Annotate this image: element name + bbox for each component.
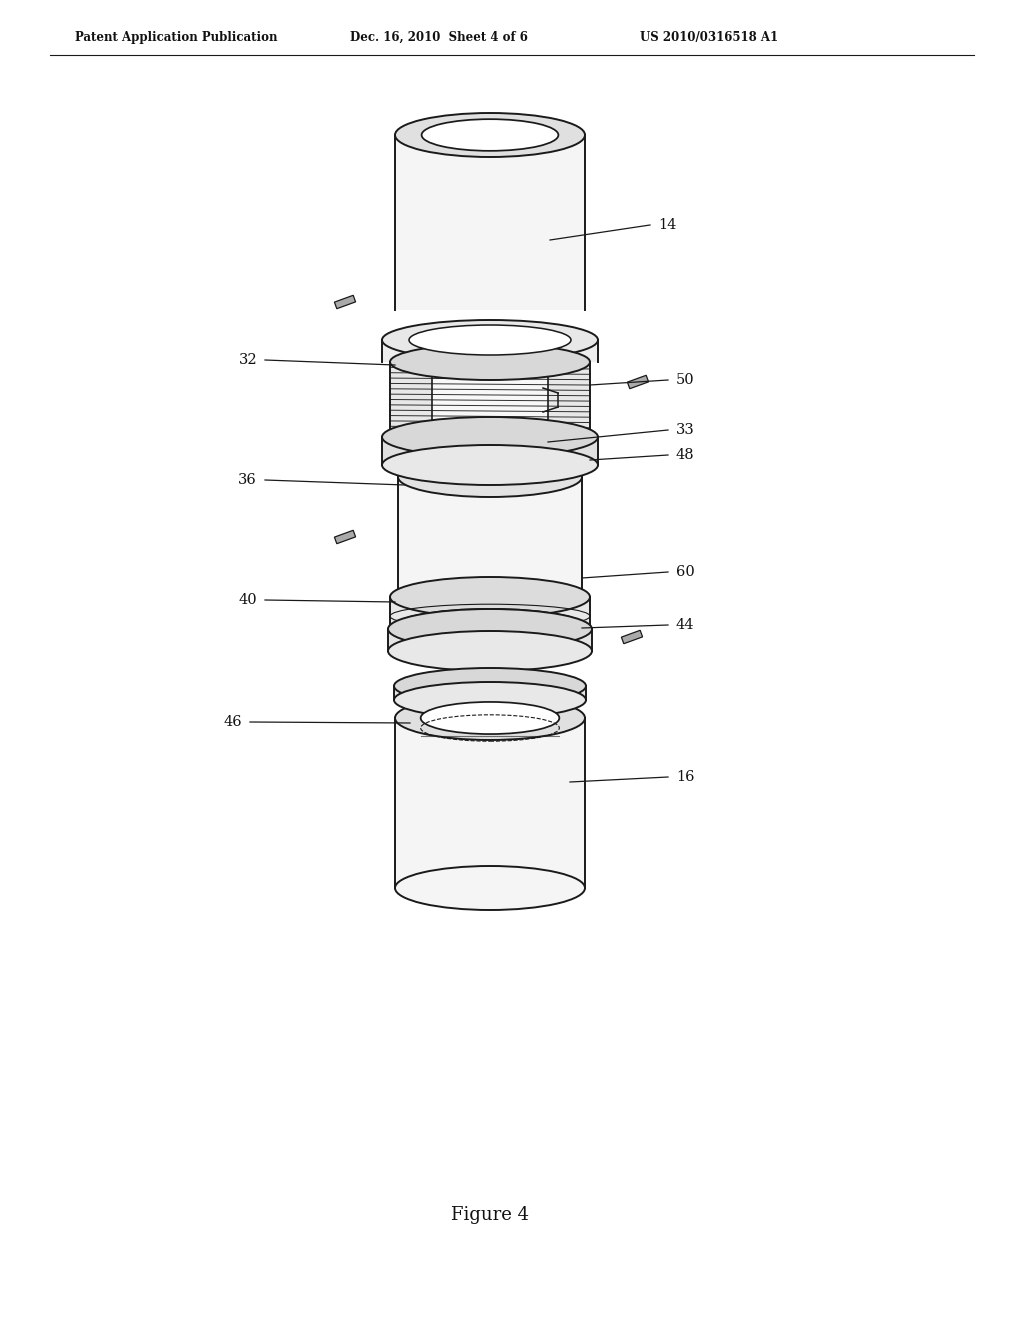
Ellipse shape <box>390 418 590 455</box>
Text: Figure 4: Figure 4 <box>451 1206 529 1224</box>
Ellipse shape <box>395 866 585 909</box>
Ellipse shape <box>390 577 590 616</box>
Text: 40: 40 <box>239 593 257 607</box>
Ellipse shape <box>382 445 598 484</box>
Ellipse shape <box>382 319 598 360</box>
Ellipse shape <box>395 114 585 157</box>
Ellipse shape <box>421 702 559 734</box>
Ellipse shape <box>388 609 592 649</box>
Text: US 2010/0316518 A1: US 2010/0316518 A1 <box>640 30 778 44</box>
Polygon shape <box>390 597 590 630</box>
Text: 32: 32 <box>239 352 257 367</box>
Polygon shape <box>622 630 643 644</box>
Polygon shape <box>398 477 582 597</box>
Text: 50: 50 <box>676 374 694 387</box>
Text: 48: 48 <box>676 447 694 462</box>
Polygon shape <box>395 135 585 310</box>
Text: 33: 33 <box>676 422 694 437</box>
Polygon shape <box>335 531 355 544</box>
Text: 36: 36 <box>239 473 257 487</box>
Polygon shape <box>388 630 592 651</box>
Text: 60: 60 <box>676 565 694 579</box>
Polygon shape <box>628 375 648 388</box>
Ellipse shape <box>422 119 558 150</box>
Text: Dec. 16, 2010  Sheet 4 of 6: Dec. 16, 2010 Sheet 4 of 6 <box>350 30 528 44</box>
Ellipse shape <box>394 668 586 704</box>
Ellipse shape <box>390 345 590 380</box>
Polygon shape <box>432 370 548 430</box>
Ellipse shape <box>382 417 598 457</box>
Polygon shape <box>390 362 590 437</box>
Polygon shape <box>395 718 585 888</box>
Ellipse shape <box>395 696 585 741</box>
Polygon shape <box>394 686 586 700</box>
Polygon shape <box>382 437 598 465</box>
Ellipse shape <box>394 682 586 718</box>
Text: 16: 16 <box>676 770 694 784</box>
Ellipse shape <box>398 457 582 498</box>
Ellipse shape <box>390 609 590 649</box>
Text: 14: 14 <box>658 218 677 232</box>
Ellipse shape <box>409 325 571 355</box>
Text: Patent Application Publication: Patent Application Publication <box>75 30 278 44</box>
Polygon shape <box>335 296 355 309</box>
Text: 46: 46 <box>223 715 242 729</box>
Polygon shape <box>382 341 598 362</box>
Text: 44: 44 <box>676 618 694 632</box>
Ellipse shape <box>388 631 592 671</box>
